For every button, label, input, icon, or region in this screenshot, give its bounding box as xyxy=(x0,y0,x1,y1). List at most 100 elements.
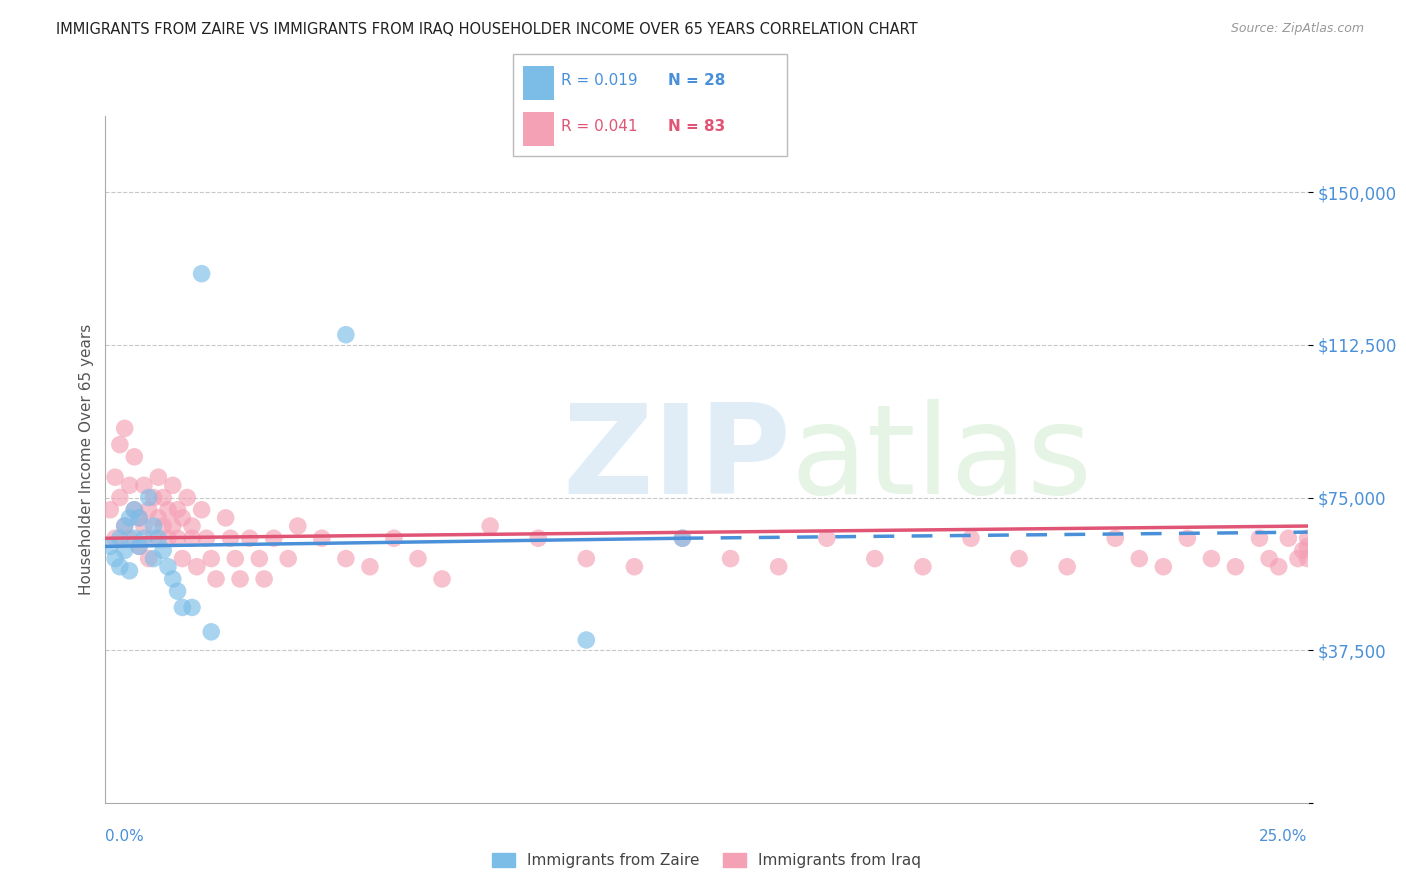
Point xyxy=(1152,559,1174,574)
Point xyxy=(166,531,188,545)
Point xyxy=(104,531,127,545)
Point xyxy=(1296,551,1319,566)
Point xyxy=(359,559,381,574)
Point xyxy=(132,519,155,533)
Point xyxy=(152,543,174,558)
Point xyxy=(118,564,141,578)
Point xyxy=(671,531,693,545)
Point xyxy=(124,531,146,545)
Text: N = 83: N = 83 xyxy=(668,119,725,134)
Point xyxy=(142,519,165,533)
Point xyxy=(335,551,357,566)
Point xyxy=(156,531,179,545)
Point xyxy=(114,519,136,533)
Text: ZIP: ZIP xyxy=(562,399,792,520)
Point xyxy=(430,572,453,586)
Point xyxy=(138,502,160,516)
Point xyxy=(128,511,150,525)
Point xyxy=(1286,551,1309,566)
Point xyxy=(128,540,150,554)
Point xyxy=(104,551,127,566)
Point xyxy=(1008,551,1031,566)
Point xyxy=(1056,559,1078,574)
Point xyxy=(152,491,174,505)
Point xyxy=(108,559,131,574)
Legend: Immigrants from Zaire, Immigrants from Iraq: Immigrants from Zaire, Immigrants from I… xyxy=(486,847,927,874)
Point xyxy=(200,624,222,639)
Point xyxy=(118,511,141,525)
Point xyxy=(1225,559,1247,574)
Point xyxy=(148,470,170,484)
Point xyxy=(166,502,188,516)
Point xyxy=(148,531,170,545)
Point xyxy=(172,551,194,566)
Point xyxy=(176,491,198,505)
Point xyxy=(128,511,150,525)
Point xyxy=(142,491,165,505)
Point xyxy=(181,600,204,615)
Point xyxy=(166,584,188,599)
Point xyxy=(162,519,184,533)
Point xyxy=(148,511,170,525)
Point xyxy=(108,491,131,505)
Point xyxy=(335,327,357,342)
Point xyxy=(181,531,204,545)
Point xyxy=(172,600,194,615)
Point xyxy=(575,632,598,647)
Point xyxy=(138,491,160,505)
Point xyxy=(263,531,285,545)
Point xyxy=(1104,531,1126,545)
Point xyxy=(98,540,121,554)
Point xyxy=(1128,551,1150,566)
Point xyxy=(479,519,502,533)
Point xyxy=(104,470,127,484)
Point xyxy=(720,551,742,566)
Point xyxy=(118,531,141,545)
Point xyxy=(200,551,222,566)
Point xyxy=(960,531,983,545)
Point xyxy=(575,551,598,566)
Point xyxy=(114,543,136,558)
Point xyxy=(156,559,179,574)
Point xyxy=(1201,551,1223,566)
Text: atlas: atlas xyxy=(790,399,1092,520)
Point xyxy=(247,551,270,566)
Point xyxy=(1292,543,1315,558)
Point xyxy=(229,572,252,586)
Point xyxy=(124,450,146,464)
Point xyxy=(190,502,212,516)
Point xyxy=(142,551,165,566)
Point xyxy=(863,551,886,566)
Y-axis label: Householder Income Over 65 years: Householder Income Over 65 years xyxy=(79,324,94,595)
Point xyxy=(1296,531,1319,545)
Point xyxy=(239,531,262,545)
Point xyxy=(287,519,309,533)
Point xyxy=(181,519,204,533)
Point xyxy=(205,572,228,586)
Point xyxy=(162,572,184,586)
Point xyxy=(108,437,131,451)
Point xyxy=(142,531,165,545)
Point xyxy=(138,551,160,566)
Point xyxy=(156,502,179,516)
Text: R = 0.041: R = 0.041 xyxy=(561,119,637,134)
Point xyxy=(671,531,693,545)
Point xyxy=(1249,531,1271,545)
Point xyxy=(118,478,141,492)
Point xyxy=(768,559,790,574)
Text: 0.0%: 0.0% xyxy=(105,830,145,844)
Point xyxy=(277,551,299,566)
Point xyxy=(124,502,146,516)
Point xyxy=(128,540,150,554)
Point xyxy=(1267,559,1289,574)
Point xyxy=(114,421,136,435)
Point xyxy=(152,519,174,533)
Point xyxy=(132,478,155,492)
Point xyxy=(190,267,212,281)
Point xyxy=(219,531,242,545)
Point xyxy=(1296,540,1319,554)
Point xyxy=(114,519,136,533)
Point xyxy=(162,478,184,492)
Point xyxy=(1175,531,1198,545)
Point xyxy=(311,531,333,545)
